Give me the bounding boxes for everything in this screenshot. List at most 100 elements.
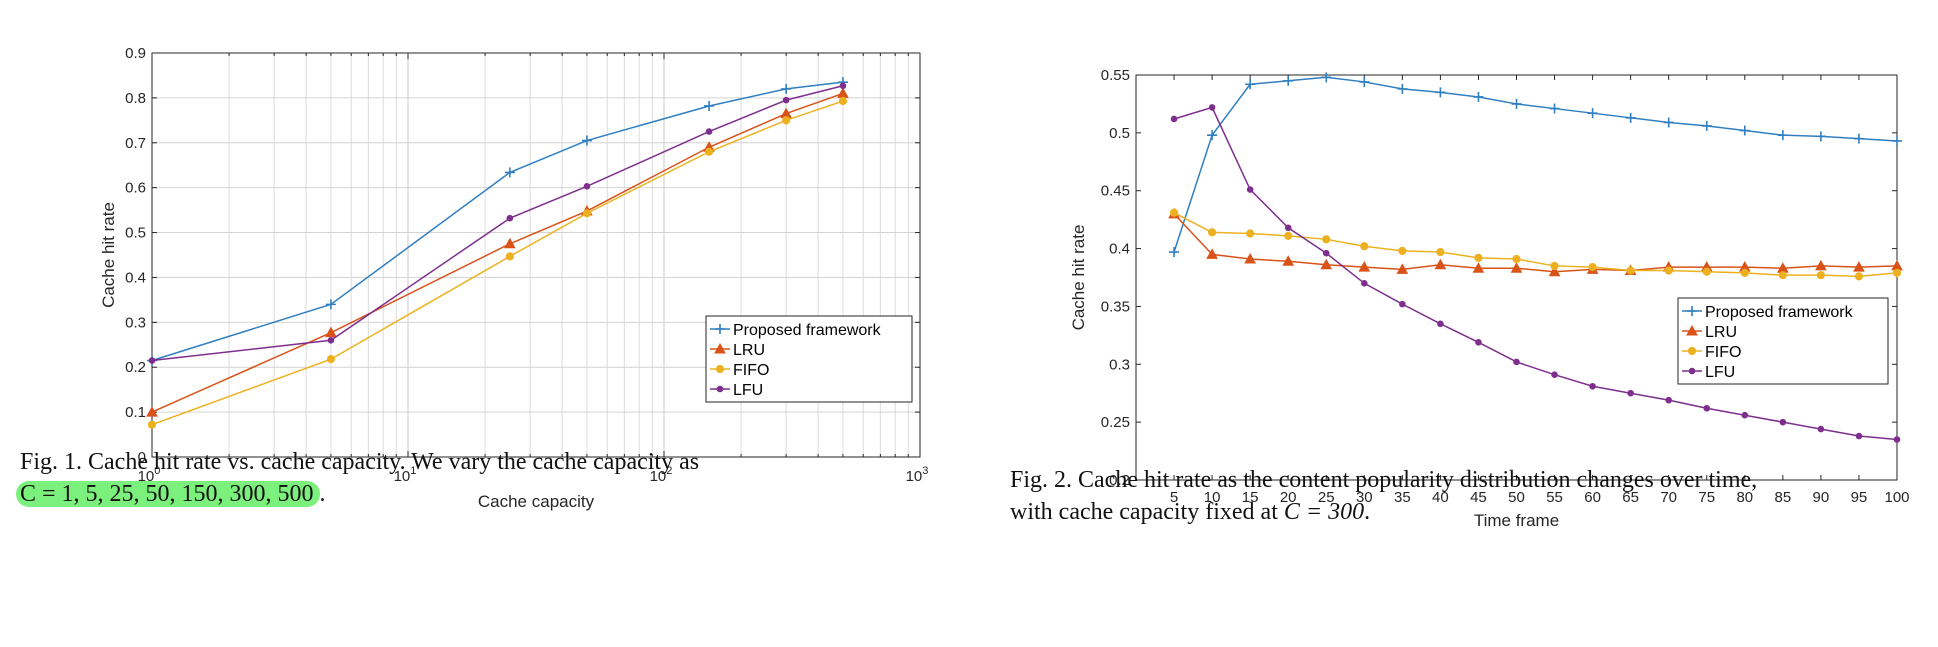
data-point-proposed [1587,108,1598,119]
data-point-fifo [1664,266,1673,275]
data-point-fifo [1436,247,1445,257]
data-point-lfu [1817,425,1825,433]
x-tick-label: 65 [1622,489,1639,506]
data-point-lfu [705,128,713,135]
data-point-lfu [1208,104,1216,111]
data-point-lru [1815,259,1827,271]
series-line-fifo [1173,212,1898,278]
data-point-lfu [782,96,790,104]
y-tick-label: 0.25 [1101,414,1130,431]
data-point-proposed [1815,131,1826,142]
data-point-fifo [147,420,157,429]
y-tick-label: 0.3 [1109,356,1130,373]
legend-marker-lfu [716,385,724,393]
x-tick-base: 10 [394,468,411,485]
data-point-lru [1282,255,1295,266]
legend-marker-fifo [1687,346,1697,356]
legend-marker-fifo [715,364,725,374]
caption-2-math: C = 300 [1283,499,1365,525]
data-point-lru [1206,248,1218,259]
x-tick-label: 35 [1394,489,1411,506]
caption-1-line-1: Fig. 1. Cache hit rate vs. cache capacit… [20,449,700,475]
figure-2: 0.2 0.25 0.3 0.35 0.4 0.45 0.5 0.55 5 10 15 20 25 30 3… [969,0,1938,647]
x-axis-label: Time frame [1474,511,1559,530]
data-point-lfu [1741,411,1749,419]
series-line-lru [1173,213,1898,273]
caption-2: Fig. 2. Cache hit rate as the content po… [1010,464,1757,528]
data-point-proposed [1511,98,1522,109]
x-tick-base: 10 [138,468,155,485]
data-point-lru [1320,258,1333,270]
data-point-proposed [1435,87,1446,98]
x-axis-label: Cache capacity [478,492,595,511]
data-point-lfu [1703,404,1711,412]
data-point-lfu [1437,320,1444,328]
y-tick-label: 0.7 [125,135,146,152]
x-tick-label: 80 [1736,489,1753,506]
data-point-lru [146,406,158,417]
y-tick-label: 0.3 [125,314,146,331]
data-point-lru [837,87,849,98]
data-point-lfu [1322,249,1330,257]
legend-label-proposed: Proposed framework [733,322,882,339]
series-lru [1168,207,1903,277]
data-point-proposed [325,299,336,310]
y-tick-label: 0.55 [1101,67,1130,84]
y-tick-label: 0 [138,449,146,466]
x-tick-label: 40 [1432,489,1449,506]
data-point-lfu [1893,436,1901,443]
x-tick-exponent: 0 [154,465,160,477]
y-tick-label: 0.4 [125,269,146,286]
caption-2-end: . [1364,499,1371,525]
data-point-proposed [581,135,592,146]
data-point-fifo [1702,267,1711,276]
data-point-proposed [1283,75,1294,86]
data-point-lfu [148,357,156,364]
caption-1-highlight: C = 1, 5, 25, 50, 150, 300, 500 [16,481,320,507]
data-point-lfu [1513,358,1520,366]
x-tick-label: 103 [906,465,929,485]
data-point-lfu [1627,389,1634,397]
x-tick-label: 60 [1584,489,1601,506]
data-point-proposed [1777,130,1788,141]
chart-2: 0.2 0.25 0.3 0.35 0.4 0.45 0.5 0.55 5 10 15 20 25 30 3… [1069,67,1910,530]
data-point-lfu [1284,224,1292,232]
data-point-fifo [782,116,791,125]
data-point-lfu [1475,339,1482,346]
x-tick-label: 30 [1356,489,1373,506]
x-tick-label: 55 [1546,489,1563,506]
data-point-fifo [1474,253,1483,262]
x-tick-label: 75 [1698,489,1715,506]
data-point-lru [1396,263,1409,274]
data-point-proposed [1739,125,1750,136]
data-point-proposed [1169,247,1180,258]
data-point-lru [1472,262,1485,273]
data-point-proposed [1625,112,1636,123]
data-point-proposed [1207,130,1218,141]
legend: Proposed framework LRU FIFO LFU [705,315,913,403]
y-tick-label: 0.1 [125,404,146,421]
data-point-proposed [1853,133,1864,144]
data-point-fifo [1322,235,1331,244]
legend-label-fifo: FIFO [1705,344,1741,361]
legend-label-fifo: FIFO [733,362,769,379]
x-tick-label: 100 [138,465,161,485]
y-tick-label: 0.5 [125,225,146,242]
data-point-fifo [704,147,714,156]
x-tick-exponent: 1 [410,465,416,477]
y-tick-label: 0.45 [1101,183,1130,200]
data-point-fifo [1550,261,1559,271]
data-point-proposed [1397,83,1408,94]
data-point-proposed [1701,120,1712,131]
data-point-lfu [1665,396,1673,404]
legend-label-lfu: LFU [1705,364,1735,381]
series-line-proposed [1173,76,1898,253]
legend-label-lru: LRU [1705,324,1737,341]
x-tick-label: 70 [1660,489,1677,506]
x-tick-label: 50 [1508,489,1525,506]
x-tick-label: 15 [1242,489,1259,506]
data-point-lfu [327,336,335,344]
y-tick-label: 0.2 [1109,472,1130,489]
legend-label-lfu: LFU [733,382,763,399]
